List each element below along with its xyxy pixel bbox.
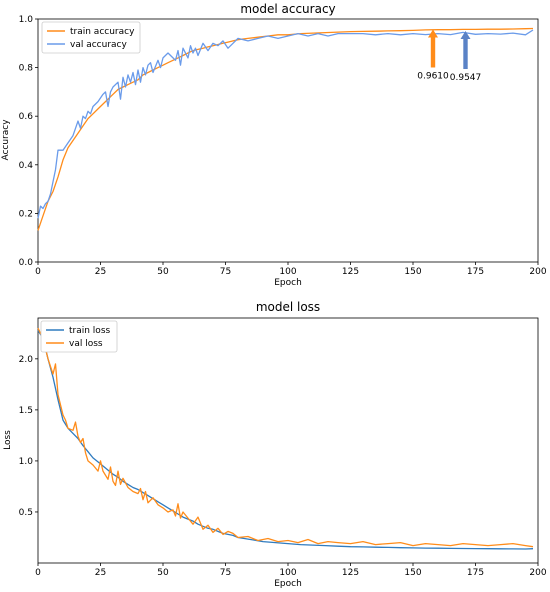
accuracy-y-tick-label: 0.6 xyxy=(19,112,34,122)
accuracy-x-tick-label: 0 xyxy=(35,267,41,277)
loss-y-tick-label: 1.0 xyxy=(19,457,34,467)
annotation-arrow-shaft xyxy=(430,36,436,68)
series-line-val-loss xyxy=(37,327,534,548)
annotation-label: 0.9547 xyxy=(450,73,482,83)
annotation-0-9547: 0.9547 xyxy=(450,31,482,83)
series-line-val-accuracy xyxy=(37,29,534,219)
legend-label-val-loss: val loss xyxy=(69,339,103,349)
loss-legend-box xyxy=(40,320,118,353)
loss-axis-ticks: 0 25 50 75 100 125 150 175 200 0.5 1.0 1.5 2.0 xyxy=(19,355,547,578)
accuracy-x-tick-label: 150 xyxy=(404,267,421,277)
accuracy-x-tick-label: 125 xyxy=(342,267,359,277)
accuracy-y-tick-label: 0.8 xyxy=(19,64,34,74)
loss-title: model loss xyxy=(256,300,320,314)
accuracy-x-label: Epoch xyxy=(274,278,302,288)
series-line-train-loss xyxy=(37,329,534,550)
loss-x-tick-label: 200 xyxy=(529,568,546,578)
accuracy-legend: train accuracy val accuracy xyxy=(41,21,141,54)
accuracy-annotations: 0.9610 0.9547 xyxy=(417,29,481,83)
loss-x-tick-label: 175 xyxy=(467,568,484,578)
loss-series xyxy=(37,327,534,550)
accuracy-x-tick-label: 100 xyxy=(279,267,296,277)
accuracy-x-tick-label: 75 xyxy=(220,267,231,277)
loss-y-tick-label: 2.0 xyxy=(19,355,34,365)
loss-x-label: Epoch xyxy=(274,579,302,589)
annotation-0-9610: 0.9610 xyxy=(417,29,449,81)
accuracy-chart: model accuracy 0 25 50 75 100 125 150 175 200 0.0… xyxy=(1,2,547,288)
accuracy-series xyxy=(37,27,534,231)
loss-x-tick-label: 125 xyxy=(342,568,359,578)
accuracy-y-tick-label: 0.4 xyxy=(19,161,34,171)
loss-x-tick-label: 150 xyxy=(404,568,421,578)
loss-x-tick-label: 25 xyxy=(95,568,106,578)
accuracy-y-tick-label: 1.0 xyxy=(19,15,34,25)
accuracy-x-tick-label: 200 xyxy=(529,267,546,277)
accuracy-title: model accuracy xyxy=(240,2,335,16)
accuracy-legend-box xyxy=(41,21,141,54)
loss-x-tick-label: 0 xyxy=(35,568,41,578)
loss-x-tick-label: 100 xyxy=(279,568,296,578)
legend-label-train-accuracy: train accuracy xyxy=(70,27,135,37)
loss-legend: train loss val loss xyxy=(40,320,118,353)
accuracy-y-label: Accuracy xyxy=(1,119,11,161)
accuracy-y-tick-label: 0.2 xyxy=(19,209,33,219)
annotation-label: 0.9610 xyxy=(417,71,449,81)
annotation-arrow-head xyxy=(428,29,438,38)
loss-plot-area xyxy=(37,317,539,564)
legend-label-val-accuracy: val accuracy xyxy=(70,40,127,50)
loss-y-label: Loss xyxy=(3,430,13,450)
accuracy-x-tick-label: 50 xyxy=(157,267,169,277)
loss-y-tick-label: 1.5 xyxy=(19,406,33,416)
accuracy-x-tick-label: 25 xyxy=(95,267,106,277)
accuracy-plot-area xyxy=(37,18,539,263)
loss-x-tick-label: 50 xyxy=(157,568,169,578)
annotation-arrow-shaft xyxy=(463,38,468,70)
accuracy-x-tick-label: 175 xyxy=(467,267,484,277)
loss-chart: model loss 0 25 50 75 100 125 150 175 200 0.5 1.0 1… xyxy=(3,300,547,589)
legend-label-train-loss: train loss xyxy=(69,326,111,336)
loss-y-tick-label: 0.5 xyxy=(19,508,33,518)
accuracy-axis-ticks: 0 25 50 75 100 125 150 175 200 0.0 0.2 0.4 0.6 0.8 1.0 xyxy=(19,15,547,277)
loss-x-tick-label: 75 xyxy=(220,568,231,578)
accuracy-y-tick-label: 0.0 xyxy=(19,258,34,268)
annotation-arrow-head xyxy=(460,31,471,40)
